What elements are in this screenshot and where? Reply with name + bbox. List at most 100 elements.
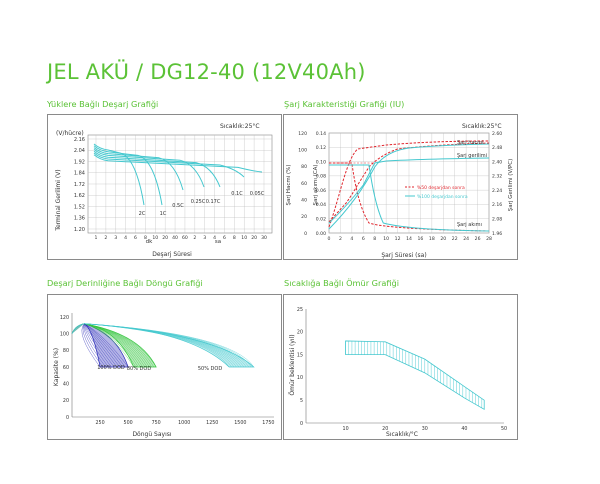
charge-y1-tick: 40 xyxy=(301,197,307,203)
cycle-y-tick: 120 xyxy=(60,315,69,321)
charge-y3-tick: 2.16 xyxy=(492,202,502,208)
label-charge-current: Şarj akımı xyxy=(457,222,482,228)
charge-capacity-50 xyxy=(328,140,490,228)
discharge-curve xyxy=(93,152,245,178)
discharge-y-tick: 1.92 xyxy=(74,159,85,165)
cycle-hatch xyxy=(82,323,104,368)
discharge-x-tick: 2 xyxy=(104,235,107,241)
life-x-tick: 20 xyxy=(382,426,388,432)
cycle-x-tick: 750 xyxy=(152,420,161,426)
label-50-dod: 50% DOD xyxy=(198,366,222,372)
discharge-curve xyxy=(93,143,145,206)
discharge-x-tick: 20 xyxy=(251,235,257,241)
discharge-x-tick: 4 xyxy=(213,235,216,241)
charge-capacity-100 xyxy=(328,143,490,230)
discharge-x-tick: 40 xyxy=(172,235,178,241)
label-charge-capacity: Şarj hacmi xyxy=(457,140,484,146)
discharge-x-tick: 8 xyxy=(144,235,147,241)
life-x-tick: 30 xyxy=(422,426,428,432)
discharge-y-tick: 1.20 xyxy=(74,227,85,233)
cycle-hatch xyxy=(84,323,118,368)
discharge-curve-labels: 2C 1C 0.5C 0.25C 0.17C 0.1C 0.05C xyxy=(139,191,265,217)
life-x-tick: 10 xyxy=(343,426,349,432)
charge-x-tick: 6 xyxy=(362,236,365,242)
life-y-tick: 10 xyxy=(297,375,303,381)
discharge-x-unit-hour: sa xyxy=(215,239,221,245)
charge-x-tick: 24 xyxy=(463,236,469,242)
charge-current-100 xyxy=(329,164,490,232)
life-chart-panel: Ömür beklentisi (yıl) 25 20 15 10 5 0 10 20 30 40… xyxy=(283,294,518,440)
cycle-chart-title: Deşarj Derinliğine Bağlı Döngü Grafiği xyxy=(47,278,203,288)
cycle-hatch xyxy=(84,323,126,368)
cycle-x-label: Döngü Sayısı xyxy=(132,431,171,438)
cycle-hatch xyxy=(84,323,112,368)
discharge-y-tick: 1.84 xyxy=(74,171,85,177)
cycle-y-label: Kapasite (%) xyxy=(53,348,60,386)
charge-x-tick: 14 xyxy=(406,236,412,242)
cycle-hatch xyxy=(84,323,137,368)
discharge-y-tick: 1.52 xyxy=(74,204,85,210)
discharge-x-tick: 2 xyxy=(193,235,196,241)
cycle-y-tick: 60 xyxy=(63,365,69,371)
label-100-dod: 100% DOD xyxy=(97,365,125,371)
discharge-x-tick: 10 xyxy=(152,235,158,241)
cycle-bands xyxy=(71,323,255,368)
cycle-chart: Kapasite (%) 120 100 80 60 40 20 0 250 500 750 100… xyxy=(53,313,274,438)
discharge-curve xyxy=(93,145,163,206)
charge-x-tick: 20 xyxy=(440,236,446,242)
discharge-y-tick: 1.36 xyxy=(74,216,85,222)
life-y-tick: 20 xyxy=(297,330,303,336)
cycle-hatch xyxy=(84,323,123,368)
charge-x-tick: 22 xyxy=(452,236,458,242)
discharge-series-label: 0.1C xyxy=(231,191,243,197)
discharge-curve xyxy=(93,149,205,188)
life-y-tick: 25 xyxy=(297,307,303,313)
life-chart-title: Sıcaklığa Bağlı Ömür Grafiği xyxy=(284,278,400,288)
charge-y2-tick: 0.08 xyxy=(316,174,326,180)
cycle-x-tick: 1500 xyxy=(234,420,246,426)
charge-x-tick: 26 xyxy=(475,236,481,242)
charge-y2-tick: 0.06 xyxy=(316,188,326,194)
discharge-x-tick: 3 xyxy=(203,235,206,241)
cycle-x-tick: 250 xyxy=(95,420,104,426)
charge-y3-label: Şarj Gerilimi (V/PC) xyxy=(508,159,514,212)
charge-grid xyxy=(328,132,490,234)
charge-y3-tick: 2.24 xyxy=(492,188,502,194)
cycle-hatch xyxy=(84,323,115,368)
cycle-hatch xyxy=(84,323,254,368)
cycle-y-tick: 80 xyxy=(63,348,69,354)
discharge-series-label: 2C xyxy=(139,211,146,217)
discharge-series-label: 0.25C xyxy=(191,199,206,205)
cycle-x-tick: 1750 xyxy=(262,420,274,426)
discharge-series-label: 0.17C xyxy=(206,199,221,205)
cycle-hatch xyxy=(83,323,106,368)
discharge-curve xyxy=(93,147,184,191)
cycle-hatch xyxy=(84,323,129,368)
charge-y3-tick: 2.32 xyxy=(492,174,502,180)
discharge-series-label: 0.5C xyxy=(172,203,184,209)
label-charge-voltage: Şarj gerilimi xyxy=(457,153,487,159)
charge-y3-tick: 2.60 xyxy=(492,131,502,137)
cycle-x-tick: 500 xyxy=(124,420,133,426)
charge-x-tick: 8 xyxy=(373,236,376,242)
charge-x-tick: 28 xyxy=(486,236,492,242)
legend-label-50: %50 deşarjdan sonra xyxy=(417,185,465,191)
life-y-tick: 0 xyxy=(300,421,303,427)
cycle-y-tick: 20 xyxy=(63,398,69,404)
charge-voltage-100 xyxy=(328,157,490,224)
charge-y1-tick: 100 xyxy=(298,147,307,153)
cycle-y-tick: 0 xyxy=(66,415,69,421)
charge-x-tick: 0 xyxy=(328,236,331,242)
legend-label-100: %100 deşarjdan sonra xyxy=(417,194,468,200)
charge-x-tick: 2 xyxy=(339,236,342,242)
life-y-tick: 15 xyxy=(297,352,303,358)
cycle-x-tick: 1000 xyxy=(178,420,190,426)
charge-x-tick: 18 xyxy=(429,236,435,242)
charge-annotation: Sıcaklık:25°C xyxy=(462,123,502,130)
discharge-curve xyxy=(93,150,221,188)
life-x-tick: 50 xyxy=(501,426,507,432)
cycle-band xyxy=(71,323,129,368)
page-title: JEL AKÜ / DG12-40 (12V40Ah) xyxy=(47,60,366,84)
